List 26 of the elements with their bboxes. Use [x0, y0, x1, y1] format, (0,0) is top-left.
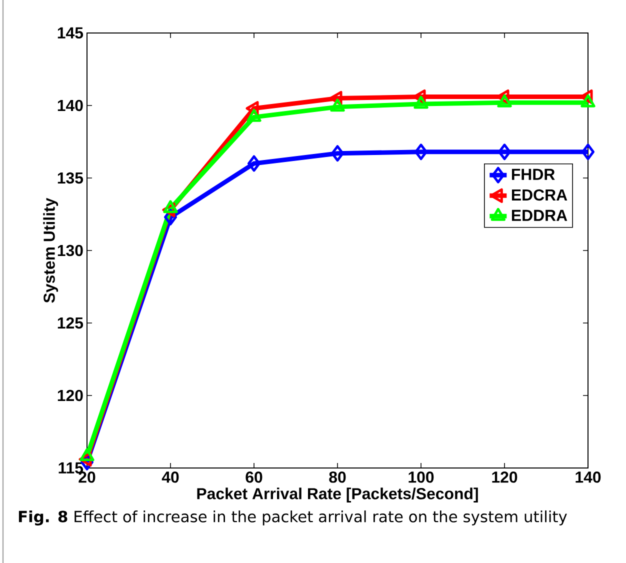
text: Fig. 8 Effect of increase in the packet arrival rate on the system utility: [18, 510, 567, 526]
y-tick-label: 140: [58, 100, 83, 112]
point: [248, 155, 261, 172]
legend-label: EDDRA: [512, 210, 568, 221]
y-tick-label: 135: [58, 172, 84, 184]
x-tick-label: 120: [492, 472, 518, 483]
y-tick-label: 125: [58, 317, 84, 329]
x-tick-label: 140: [576, 472, 601, 483]
x-tick-label: 60: [246, 472, 262, 483]
x-tick-label: 100: [408, 472, 434, 483]
x-tick-label: 80: [329, 472, 346, 483]
point: [582, 144, 595, 160]
point: [80, 448, 94, 462]
y-tick-label: 115: [58, 462, 84, 474]
x-tick-label: 40: [162, 472, 179, 483]
legend-label: EDCRA: [512, 189, 568, 201]
legend-label: FHDR: [512, 168, 555, 180]
point: [414, 144, 428, 160]
y-axis-title: System Utility: [43, 198, 58, 303]
y-tick-label: 120: [58, 390, 83, 402]
x-axis-title: Packet Arrival Rate [Packets/Second]: [197, 488, 478, 502]
point: [331, 145, 344, 162]
x-tick-label: 20: [78, 472, 96, 483]
y-tick-label: 145: [58, 27, 84, 39]
point: [498, 144, 512, 160]
y-tick-label: 130: [58, 244, 83, 256]
